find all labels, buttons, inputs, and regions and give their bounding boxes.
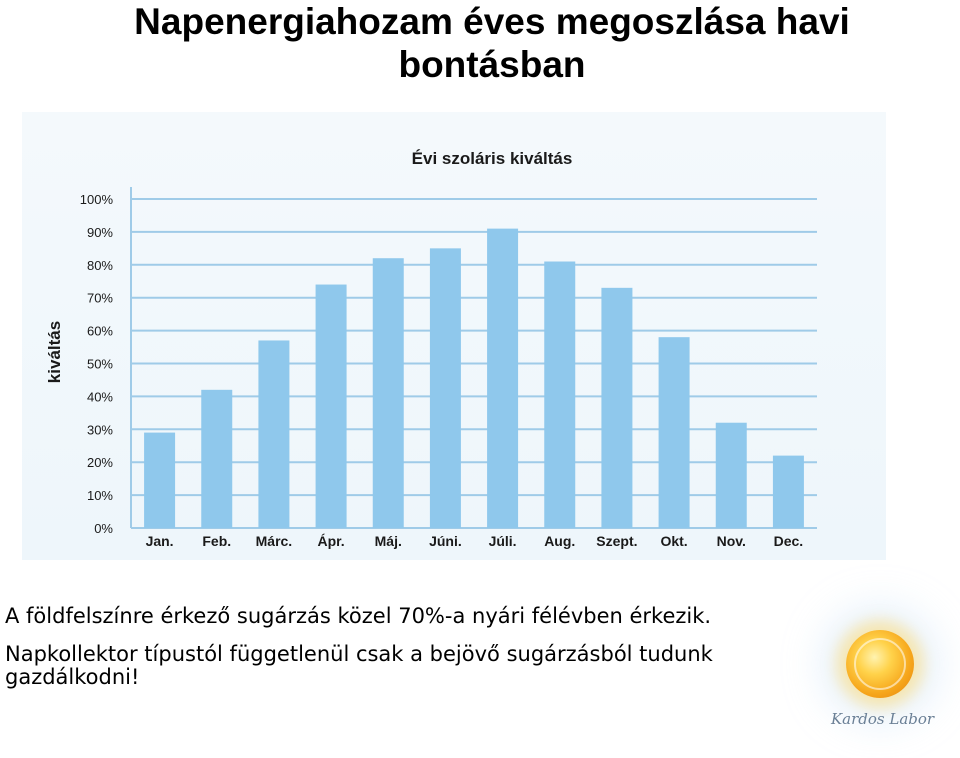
bar-chart: Évi szoláris kiváltás kiváltás 0% 10% 20% 30%…: [45, 149, 817, 549]
y-tick-label: 70%: [87, 291, 113, 306]
x-tick-label: Nov.: [717, 533, 746, 549]
y-tick-label: 10%: [87, 488, 113, 503]
x-tick-label: Márc.: [256, 533, 293, 549]
y-axis-label: kiváltás: [45, 321, 64, 383]
x-tick-label: Szept.: [596, 533, 637, 549]
bar-10: [658, 337, 690, 528]
y-tick-label: 80%: [87, 258, 113, 273]
logo-text: Kardos Labor: [830, 710, 935, 728]
bar-1: [144, 432, 176, 528]
chart-title: Évi szoláris kiváltás: [412, 149, 573, 168]
x-tick-label: Dec.: [774, 533, 804, 549]
bar-2: [201, 389, 233, 528]
paragraph-collector: Napkollektor típustól függetlenül csak a…: [5, 642, 713, 689]
x-tick-label: Júni.: [429, 533, 462, 549]
chart-panel: Évi szoláris kiváltás kiváltás 0% 10% 20% 30%…: [22, 112, 886, 560]
bar-9: [601, 287, 633, 528]
y-tick-label: 30%: [87, 422, 113, 437]
bar-8: [544, 261, 576, 528]
bar-11: [715, 422, 747, 528]
y-tick-label: 60%: [87, 324, 113, 339]
text-block: A földfelszínre érkező sugárzás közel 70…: [5, 605, 805, 689]
bar-6: [429, 248, 461, 528]
x-tick-label: Jan.: [146, 533, 174, 549]
y-tick-label: 0%: [94, 521, 113, 536]
x-tick-label: Aug.: [544, 533, 575, 549]
y-tick-label: 100%: [80, 192, 114, 207]
y-tick-label: 20%: [87, 455, 113, 470]
bar-4: [315, 284, 347, 528]
x-tick-label: Máj.: [375, 533, 402, 549]
y-tick-label: 50%: [87, 357, 113, 372]
y-tick-label: 90%: [87, 225, 113, 240]
paragraph-radiation: A földfelszínre érkező sugárzás közel 70…: [5, 604, 712, 628]
bar-12: [772, 455, 804, 528]
x-tick-label: Feb.: [202, 533, 231, 549]
x-tick-label: Júli.: [489, 533, 517, 549]
page-title: Napenergiahozam éves megoszlása havi bon…: [134, 1, 850, 85]
bar-5: [372, 258, 404, 528]
bar-7: [487, 228, 519, 529]
logo: Kardos Labor: [810, 610, 955, 750]
bar-3: [258, 340, 290, 528]
sun-logo-ring: [854, 638, 906, 690]
y-tick-label: 40%: [87, 389, 113, 404]
x-tick-label: Okt.: [660, 533, 687, 549]
x-tick-label: Ápr.: [317, 533, 344, 549]
